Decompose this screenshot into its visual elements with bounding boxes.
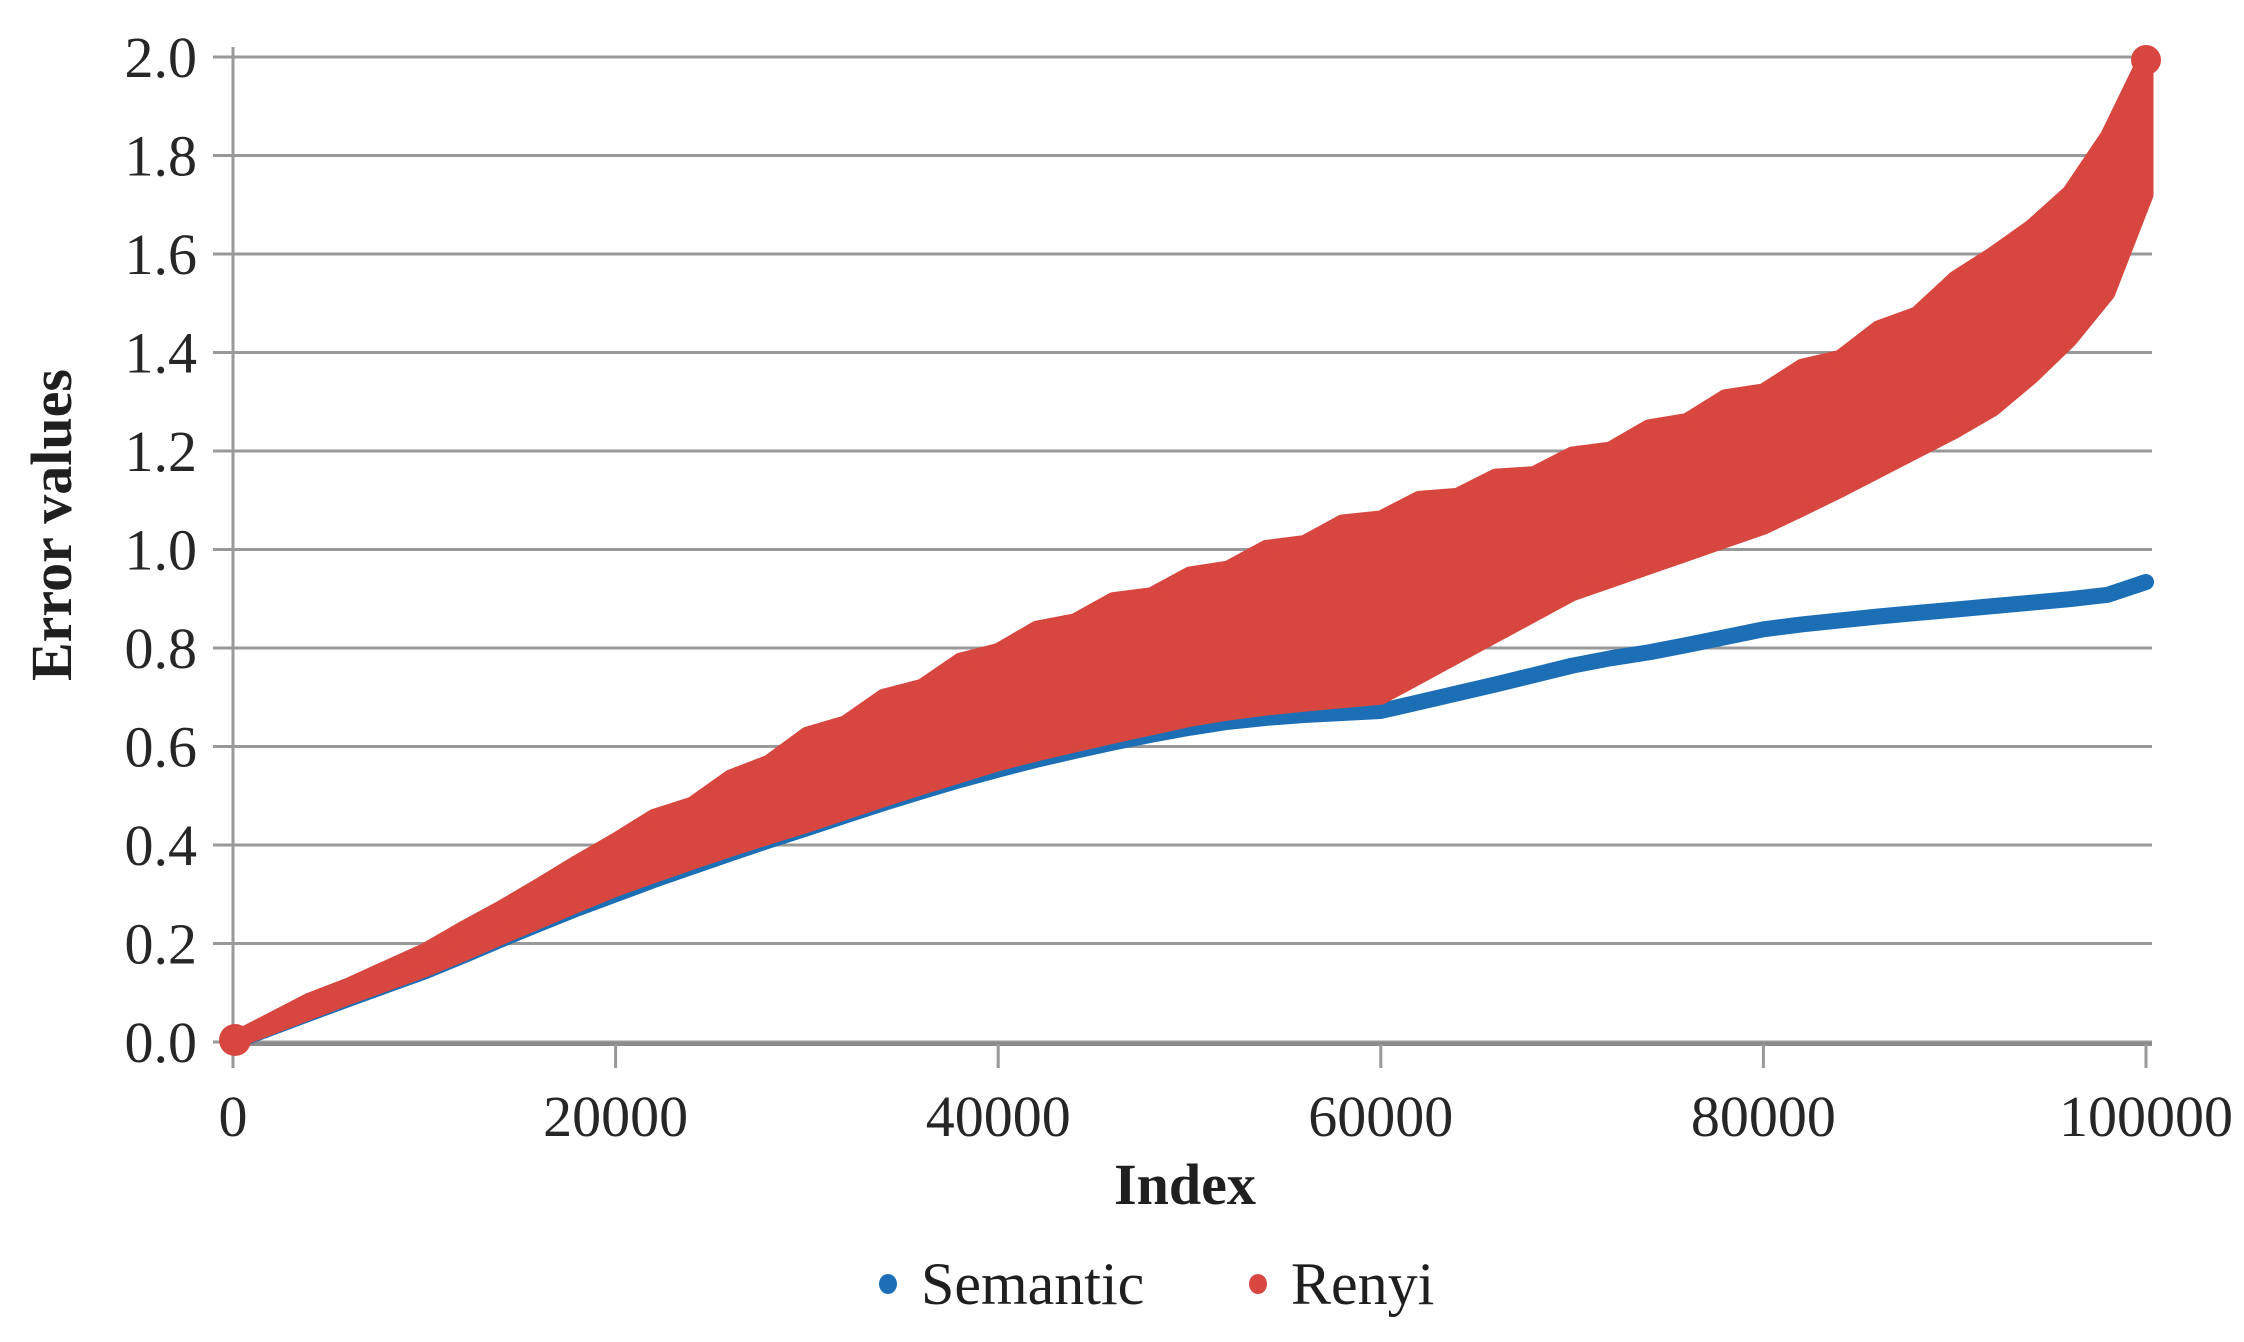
y-axis-title: Error values xyxy=(19,369,84,682)
y-tick-label: 1.0 xyxy=(125,518,198,583)
legend-item-semantic: Semantic xyxy=(879,1252,1144,1316)
x-tick-label: 80000 xyxy=(1691,1084,1836,1149)
x-tick-label: 60000 xyxy=(1308,1084,1453,1149)
legend-label-renyi: Renyi xyxy=(1291,1251,1435,1317)
semantic-series-dot-icon xyxy=(879,1274,897,1294)
y-tick-label: 0.0 xyxy=(125,1010,198,1075)
renyi-origin-marker xyxy=(219,1024,251,1056)
y-tick-label: 0.6 xyxy=(125,715,198,780)
x-tick-label: 100000 xyxy=(2059,1084,2233,1149)
x-axis-title: Index xyxy=(1114,1152,1256,1217)
y-tick-label: 1.2 xyxy=(125,419,198,484)
renyi-series-dot-icon xyxy=(1249,1274,1267,1294)
y-tick-label: 0.4 xyxy=(125,813,198,878)
y-tick-label: 0.2 xyxy=(125,912,198,977)
y-tick-label: 1.4 xyxy=(125,321,198,386)
x-tick-label: 40000 xyxy=(926,1084,1071,1149)
y-tick-label: 2.0 xyxy=(125,25,198,90)
x-tick-label: 0 xyxy=(219,1084,248,1149)
renyi-cap-marker xyxy=(2131,45,2161,75)
legend-label-semantic: Semantic xyxy=(921,1251,1145,1317)
y-tick-label: 0.8 xyxy=(125,616,198,681)
y-tick-label: 1.6 xyxy=(125,222,198,287)
x-tick-label: 20000 xyxy=(543,1084,688,1149)
legend-item-renyi: Renyi xyxy=(1249,1252,1434,1316)
renyi-series-band xyxy=(225,49,2154,1050)
y-tick-label: 1.8 xyxy=(125,124,198,189)
